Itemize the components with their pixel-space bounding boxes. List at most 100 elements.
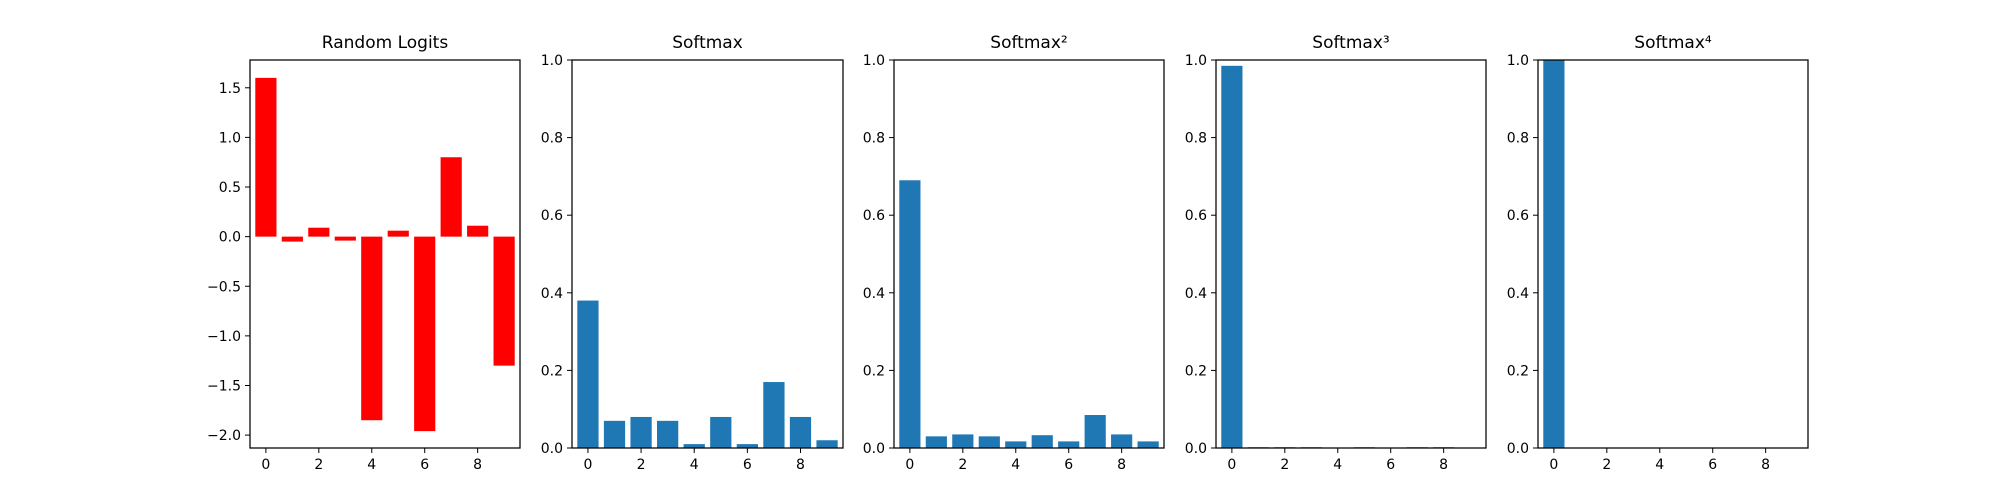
x-tick-label: 0 [1549,457,1558,473]
bar-8 [789,416,812,448]
y-tick-label: 1.5 [219,81,241,97]
chart-panel-2: Softmax² 0 2 4 6 8 0.0 0.2 0.4 0.6 0.8 1.0 [863,33,1165,473]
y-tick-label: 1.0 [1185,53,1207,69]
y-tick-label: 0.8 [863,131,885,147]
y-tick-label: −1.0 [207,329,241,345]
y-tick-label: 0.8 [1185,131,1207,147]
bar-7 [440,157,462,237]
y-tick-label: 0.4 [541,286,563,302]
chart-panel-0: Random Logits 0 2 4 6 8 1.5 1.0 0.5 0.0 −0.5 −1.0 −1… [207,33,521,473]
bar-6 [736,444,758,448]
bar-0 [577,300,599,448]
y-tick-label: 0.6 [1507,208,1529,224]
bar-2 [952,434,974,448]
x-tick-label: 2 [1280,457,1289,473]
chart-title: Softmax³ [1312,33,1389,53]
chart-panel-3: Softmax³ 0 2 4 6 8 0.0 0.2 0.4 0.6 0.8 1.0 [1185,33,1487,473]
y-tick-label: 0.8 [1507,131,1529,147]
x-tick-label: 2 [637,457,646,473]
y-tick-label: 1.0 [1507,53,1529,69]
y-tick-label: 0.0 [541,441,563,457]
x-tick-label: 0 [583,457,592,473]
bar-2 [308,227,330,237]
bar-8 [467,225,489,237]
axes-frame [571,59,844,449]
y-tick-label: 0.6 [1185,208,1207,224]
y-tick-label: 0.0 [863,441,885,457]
x-tick-label: 4 [367,457,376,473]
chart-title: Softmax [672,33,743,53]
bar-1 [925,436,947,448]
bar-5 [387,230,409,237]
x-tick-label: 6 [1064,457,1073,473]
y-tick-label: 0.4 [1185,286,1207,302]
bar-0 [1543,60,1565,448]
x-tick-label: 0 [1227,457,1236,473]
x-tick-label: 6 [1386,457,1395,473]
bar-4 [683,444,705,448]
bar-5 [710,416,732,448]
bar-3 [334,236,356,241]
x-tick-label: 8 [1761,457,1770,473]
y-tick-label: 0.2 [1507,363,1529,379]
bar-3 [657,420,679,448]
bar-7 [1084,415,1106,448]
x-tick-label: 8 [473,457,482,473]
axes-frame [893,59,1165,449]
chart-title: Softmax² [990,33,1067,53]
x-tick-label: 4 [1333,457,1342,473]
bar-4 [1005,441,1027,448]
x-tick-label: 6 [420,457,429,473]
x-tick-label: 2 [314,457,323,473]
chart-panel-1: Softmax 0 2 4 6 8 0.0 0.2 0.4 0.6 0.8 1.0 [541,33,844,473]
chart-title: Random Logits [322,33,449,53]
x-tick-label: 2 [1602,457,1611,473]
y-tick-label: 1.0 [541,53,563,69]
y-tick-label: −1.5 [207,378,241,394]
bar-9 [493,236,515,366]
y-tick-label: 0.4 [1507,286,1529,302]
y-tick-label: 0.6 [863,208,885,224]
bar-0 [255,77,277,237]
chart-title: Softmax⁴ [1634,33,1712,53]
x-tick-label: 6 [1708,457,1717,473]
bar-7 [763,382,785,448]
y-tick-label: 0.8 [541,131,563,147]
x-tick-label: 4 [1011,457,1020,473]
y-tick-label: 0.0 [1507,441,1529,457]
y-tick-label: 0.2 [541,363,563,379]
bar-8 [1111,434,1133,448]
x-tick-label: 6 [743,457,752,473]
y-tick-label: 0.4 [863,286,885,302]
axes-frame [1215,59,1487,449]
bar-3 [978,436,1000,448]
bar-5 [1031,435,1053,448]
bar-6 [1058,441,1080,448]
bar-6 [414,236,436,432]
x-tick-label: 8 [1439,457,1448,473]
bar-4 [361,236,383,421]
y-tick-label: 0.2 [863,363,885,379]
bar-0 [1221,65,1243,448]
chart-panel-4: Softmax⁴ 0 2 4 6 8 0.0 0.2 0.4 0.6 0.8 1.0 [1507,33,1809,473]
bar-2 [630,416,652,448]
axes-frame [249,59,521,449]
y-tick-label: 0.6 [541,208,563,224]
y-tick-label: 0.2 [1185,363,1207,379]
y-tick-label: 1.0 [219,130,241,146]
x-tick-label: 4 [690,457,699,473]
y-tick-label: 0.0 [219,230,241,246]
bar-1 [603,420,626,448]
bar-9 [816,440,838,448]
y-tick-label: −0.5 [207,279,241,295]
x-tick-label: 0 [261,457,270,473]
x-tick-label: 4 [1655,457,1664,473]
y-tick-label: −2.0 [207,428,241,444]
x-tick-label: 8 [1117,457,1126,473]
bar-1 [281,236,303,242]
y-tick-label: 0.0 [1185,441,1207,457]
axes-frame [1537,59,1809,449]
bar-9 [1137,441,1159,448]
x-tick-label: 0 [905,457,914,473]
